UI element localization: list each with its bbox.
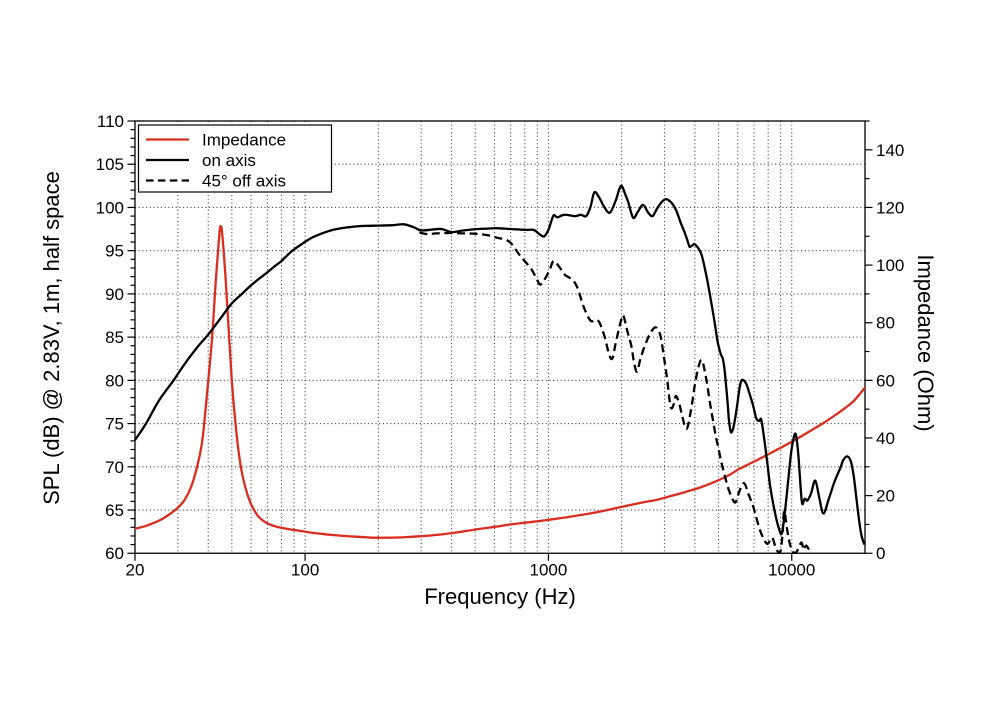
svg-text:105: 105: [96, 155, 124, 174]
svg-text:Impedance: Impedance: [202, 131, 286, 150]
svg-text:100: 100: [291, 561, 319, 580]
svg-text:20: 20: [126, 561, 145, 580]
svg-text:on axis: on axis: [202, 151, 256, 170]
svg-text:80: 80: [105, 371, 124, 390]
svg-text:100: 100: [96, 198, 124, 217]
svg-text:90: 90: [105, 285, 124, 304]
svg-text:120: 120: [876, 198, 904, 217]
svg-text:10000: 10000: [768, 561, 815, 580]
svg-text:45° off axis: 45° off axis: [202, 172, 286, 191]
svg-text:65: 65: [105, 501, 124, 520]
svg-text:140: 140: [876, 141, 904, 160]
svg-text:40: 40: [876, 429, 895, 448]
svg-text:110: 110: [97, 112, 124, 131]
svg-text:SPL (dB) @ 2.83V, 1m, half spa: SPL (dB) @ 2.83V, 1m, half space: [39, 171, 64, 505]
svg-text:85: 85: [105, 328, 124, 347]
svg-text:100: 100: [876, 256, 904, 275]
svg-text:1000: 1000: [529, 561, 567, 580]
svg-text:Impedance (Ohm): Impedance (Ohm): [913, 254, 938, 431]
svg-text:80: 80: [876, 314, 895, 333]
svg-text:0: 0: [876, 544, 885, 563]
svg-text:75: 75: [105, 415, 124, 434]
svg-text:20: 20: [876, 487, 895, 506]
svg-text:95: 95: [105, 242, 124, 261]
svg-text:60: 60: [876, 371, 895, 390]
svg-text:Frequency (Hz): Frequency (Hz): [424, 584, 576, 609]
svg-text:70: 70: [105, 458, 124, 477]
svg-text:60: 60: [105, 544, 124, 563]
